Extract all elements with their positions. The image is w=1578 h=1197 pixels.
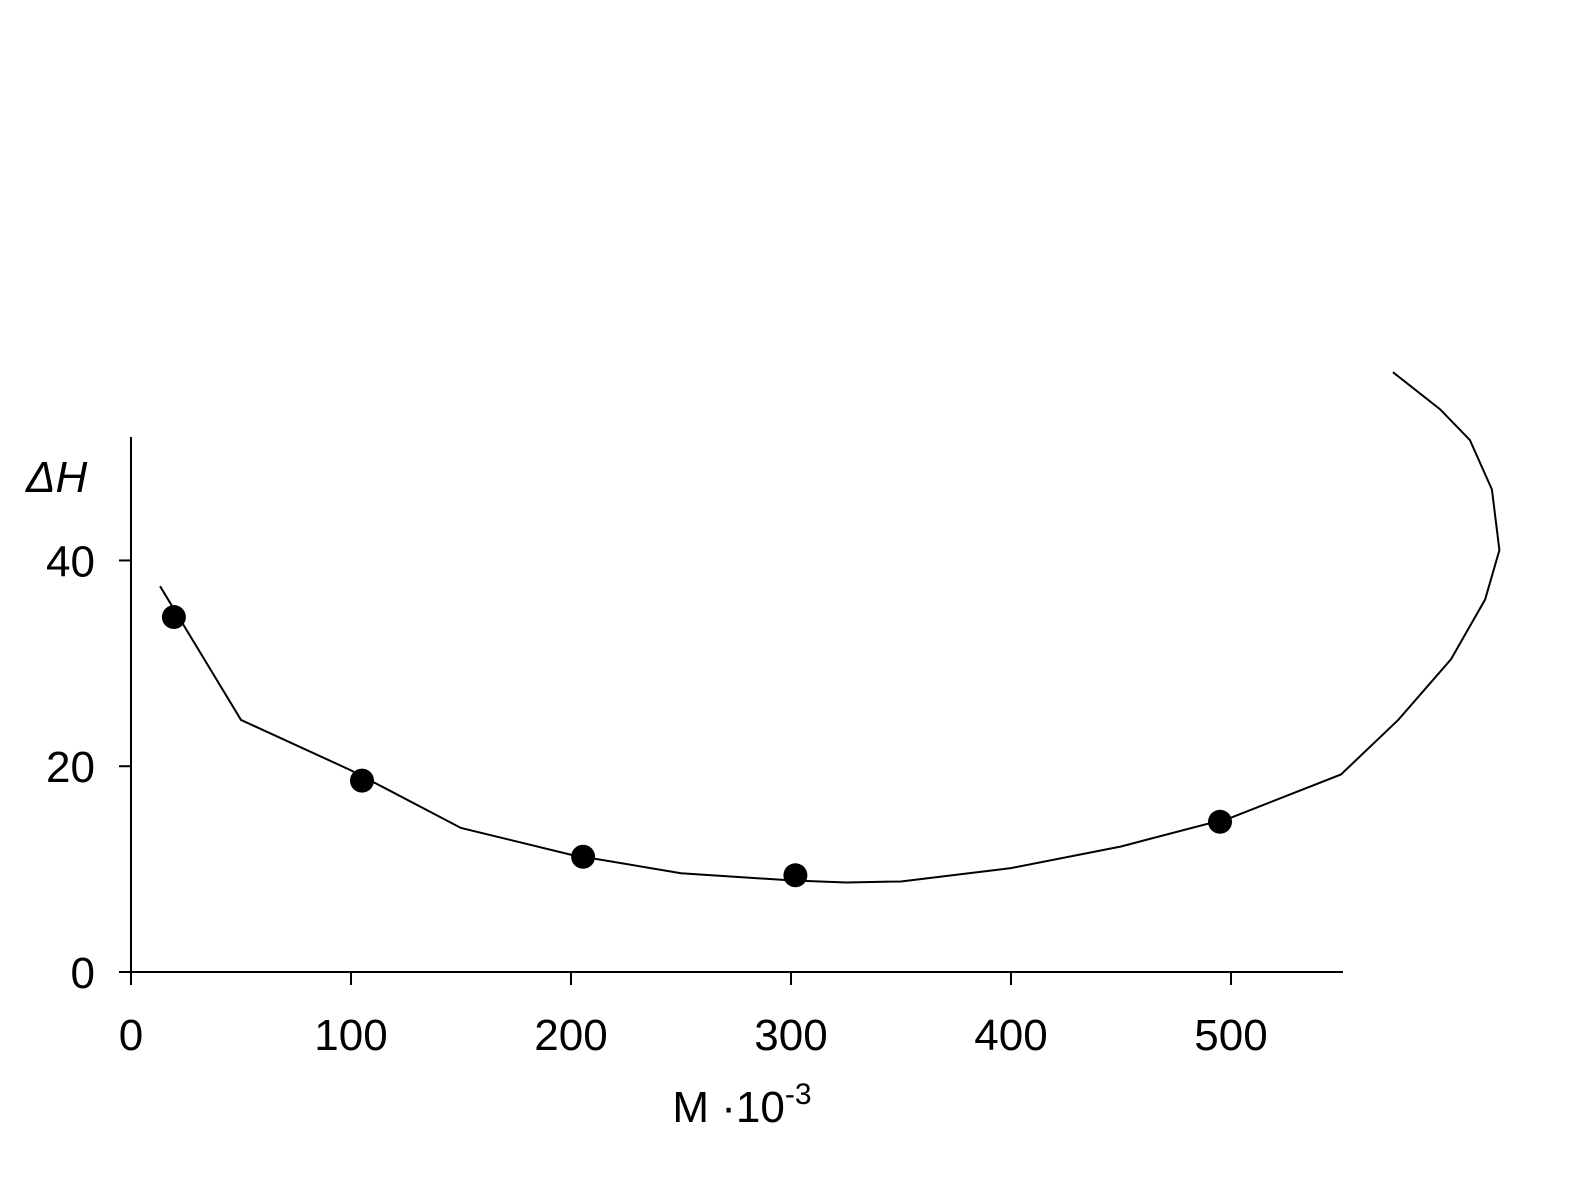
y-tick-label: 0 bbox=[71, 949, 95, 998]
y-tick-label: 40 bbox=[46, 537, 95, 586]
x-tick-label: 100 bbox=[314, 1011, 387, 1060]
data-point bbox=[350, 768, 374, 793]
x-tick-label: 500 bbox=[1194, 1011, 1267, 1060]
x-axis-label-sup: -3 bbox=[785, 1078, 812, 1111]
y-axis-label: ΔH bbox=[25, 453, 88, 502]
x-tick-label: 400 bbox=[974, 1011, 1047, 1060]
y-tick-label: 20 bbox=[46, 743, 95, 792]
fit-curve bbox=[159, 371, 1501, 884]
data-point bbox=[1208, 809, 1232, 834]
x-axis-label: M ·10-3 bbox=[672, 1078, 811, 1132]
data-point bbox=[783, 863, 808, 888]
x-tick-label: 300 bbox=[754, 1011, 827, 1060]
data-point bbox=[161, 605, 186, 630]
data-point bbox=[571, 844, 596, 869]
x-tick-label: 200 bbox=[534, 1011, 607, 1060]
x-axis-label-main: M ·10 bbox=[672, 1083, 784, 1132]
x-tick-label: 0 bbox=[119, 1011, 143, 1060]
